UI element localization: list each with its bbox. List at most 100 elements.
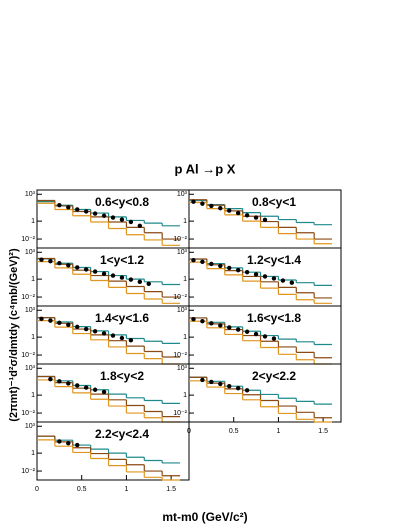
- y-tick-label: 1: [31, 276, 35, 283]
- data-point: [110, 273, 116, 278]
- data-point: [191, 317, 196, 322]
- data-point: [253, 215, 259, 220]
- panel-annotation: 1.2<y<1.4: [247, 253, 301, 267]
- y-tick-label: 10³: [25, 365, 36, 372]
- data-point: [128, 277, 134, 282]
- data-point: [209, 203, 214, 209]
- data-point: [200, 377, 205, 383]
- data-point: [244, 388, 250, 393]
- x-tick-label: 0: [35, 486, 39, 493]
- data-point: [218, 323, 223, 328]
- data-point: [244, 213, 250, 218]
- x-axis-label: mt-m0 (GeV/c²): [162, 510, 247, 524]
- data-point: [92, 269, 98, 274]
- data-point: [235, 327, 241, 332]
- y-tick-label: 10³: [25, 191, 36, 198]
- data-point: [101, 331, 107, 336]
- data-point: [235, 210, 241, 216]
- x-tick-label: 1.5: [166, 486, 176, 493]
- panel-annotation: 1.6<y<1.8: [247, 311, 301, 325]
- panel-frame: [188, 363, 342, 423]
- panel-annotation: 2.2<y<2.4: [95, 427, 149, 441]
- data-point: [253, 272, 259, 277]
- data-point: [48, 259, 53, 264]
- data-point: [75, 383, 80, 388]
- data-point: [227, 208, 232, 213]
- data-point: [39, 316, 44, 322]
- data-point: [101, 389, 107, 395]
- data-point: [57, 379, 62, 384]
- data-point: [262, 334, 268, 339]
- data-point: [209, 261, 214, 267]
- data-point: [57, 439, 62, 444]
- data-point: [253, 331, 259, 337]
- data-point: [66, 322, 71, 327]
- data-point: [110, 333, 116, 338]
- data-point: [137, 223, 143, 229]
- data-point: [218, 381, 223, 387]
- panel-annotation: 1.4<y<1.6: [95, 311, 149, 325]
- panel-annotation: 1.8<y<2: [100, 369, 144, 383]
- data-point: [244, 329, 250, 334]
- data-point: [209, 321, 214, 326]
- panel-annotation: 0.6<y<0.8: [95, 195, 149, 209]
- data-point: [244, 269, 250, 275]
- data-point: [271, 276, 277, 281]
- data-point: [48, 318, 53, 323]
- data-point: [75, 265, 80, 270]
- data-point: [101, 271, 107, 276]
- data-point: [92, 211, 98, 216]
- data-point: [39, 257, 44, 262]
- data-point: [75, 442, 80, 448]
- data-point: [66, 440, 71, 446]
- y-tick-label: 10⁻²: [21, 352, 35, 359]
- data-point: [227, 383, 232, 389]
- y-tick-label: 10³: [177, 249, 188, 256]
- x-tick-label: 0.5: [229, 428, 239, 435]
- data-point: [66, 205, 71, 210]
- data-point: [200, 201, 205, 206]
- x-tick-label: 1: [124, 486, 128, 493]
- data-point: [262, 274, 268, 279]
- data-point: [271, 336, 277, 341]
- y-tick-label: 10⁻²: [21, 294, 35, 301]
- y-tick-label: 1: [183, 218, 187, 225]
- data-point: [235, 267, 241, 273]
- data-point: [57, 261, 62, 266]
- x-tick-label: 1: [276, 428, 280, 435]
- data-point: [75, 207, 80, 212]
- data-point: [289, 280, 295, 285]
- data-point: [119, 275, 125, 280]
- y-tick-label: 10⁻²: [21, 468, 35, 475]
- x-tick-label: 1.5: [318, 428, 328, 435]
- data-point: [218, 205, 223, 211]
- data-point: [227, 265, 232, 271]
- y-tick-label: 10³: [25, 307, 36, 314]
- data-point: [200, 319, 205, 324]
- data-point: [209, 379, 214, 385]
- y-tick-label: 10⁻²: [173, 294, 187, 301]
- data-point: [66, 381, 71, 386]
- data-point: [191, 258, 196, 263]
- chart-title: p Al →p X: [175, 161, 236, 176]
- y-tick-label: 1: [183, 276, 187, 283]
- data-point: [191, 199, 196, 204]
- data-point: [75, 324, 80, 330]
- data-point: [119, 217, 125, 222]
- data-point: [92, 387, 98, 392]
- data-point: [110, 215, 116, 220]
- data-point: [57, 203, 62, 208]
- data-point: [218, 263, 223, 269]
- y-tick-label: 10⁻²: [21, 236, 35, 243]
- y-tick-label: 10³: [177, 307, 188, 314]
- y-tick-label: 10⁻²: [21, 410, 35, 417]
- y-tick-label: 10³: [177, 191, 188, 198]
- data-point: [262, 217, 268, 223]
- panel-annotation: 2<y<2.2: [252, 369, 296, 383]
- data-point: [92, 329, 98, 334]
- data-point: [128, 219, 134, 225]
- data-point: [101, 213, 107, 218]
- data-point: [235, 385, 241, 391]
- data-point: [48, 377, 53, 382]
